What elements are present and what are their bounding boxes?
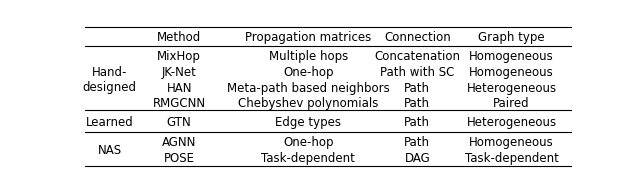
Text: Homogeneous: Homogeneous xyxy=(469,66,554,79)
Text: GTN: GTN xyxy=(167,116,191,129)
Text: Chebyshev polynomials: Chebyshev polynomials xyxy=(238,97,378,110)
Text: Task-dependent: Task-dependent xyxy=(465,152,559,165)
Text: Method: Method xyxy=(157,31,202,44)
Text: Homogeneous: Homogeneous xyxy=(469,136,554,149)
Text: Path with SC: Path with SC xyxy=(380,66,454,79)
Text: DAG: DAG xyxy=(404,152,430,165)
Text: POSE: POSE xyxy=(164,152,195,165)
Text: Edge types: Edge types xyxy=(275,116,341,129)
Text: NAS: NAS xyxy=(98,144,122,157)
Text: Concatenation: Concatenation xyxy=(374,49,460,62)
Text: Hand-
designed: Hand- designed xyxy=(83,66,137,94)
Text: Path: Path xyxy=(404,82,430,95)
Text: HAN: HAN xyxy=(166,82,192,95)
Text: Multiple hops: Multiple hops xyxy=(269,49,348,62)
Text: One-hop: One-hop xyxy=(283,66,333,79)
Text: JK-Net: JK-Net xyxy=(162,66,196,79)
Text: Heterogeneous: Heterogeneous xyxy=(467,116,557,129)
Text: RMGCNN: RMGCNN xyxy=(152,97,206,110)
Text: Meta-path based neighbors: Meta-path based neighbors xyxy=(227,82,390,95)
Text: AGNN: AGNN xyxy=(162,136,196,149)
Text: Path: Path xyxy=(404,116,430,129)
Text: Connection: Connection xyxy=(384,31,451,44)
Text: Homogeneous: Homogeneous xyxy=(469,49,554,62)
Text: Path: Path xyxy=(404,97,430,110)
Text: Paired: Paired xyxy=(493,97,530,110)
Text: MixHop: MixHop xyxy=(157,49,201,62)
Text: Heterogeneous: Heterogeneous xyxy=(467,82,557,95)
Text: Path: Path xyxy=(404,136,430,149)
Text: Propagation matrices: Propagation matrices xyxy=(245,31,371,44)
Text: One-hop: One-hop xyxy=(283,136,333,149)
Text: Task-dependent: Task-dependent xyxy=(261,152,355,165)
Text: Graph type: Graph type xyxy=(478,31,545,44)
Text: Learned: Learned xyxy=(86,116,134,129)
